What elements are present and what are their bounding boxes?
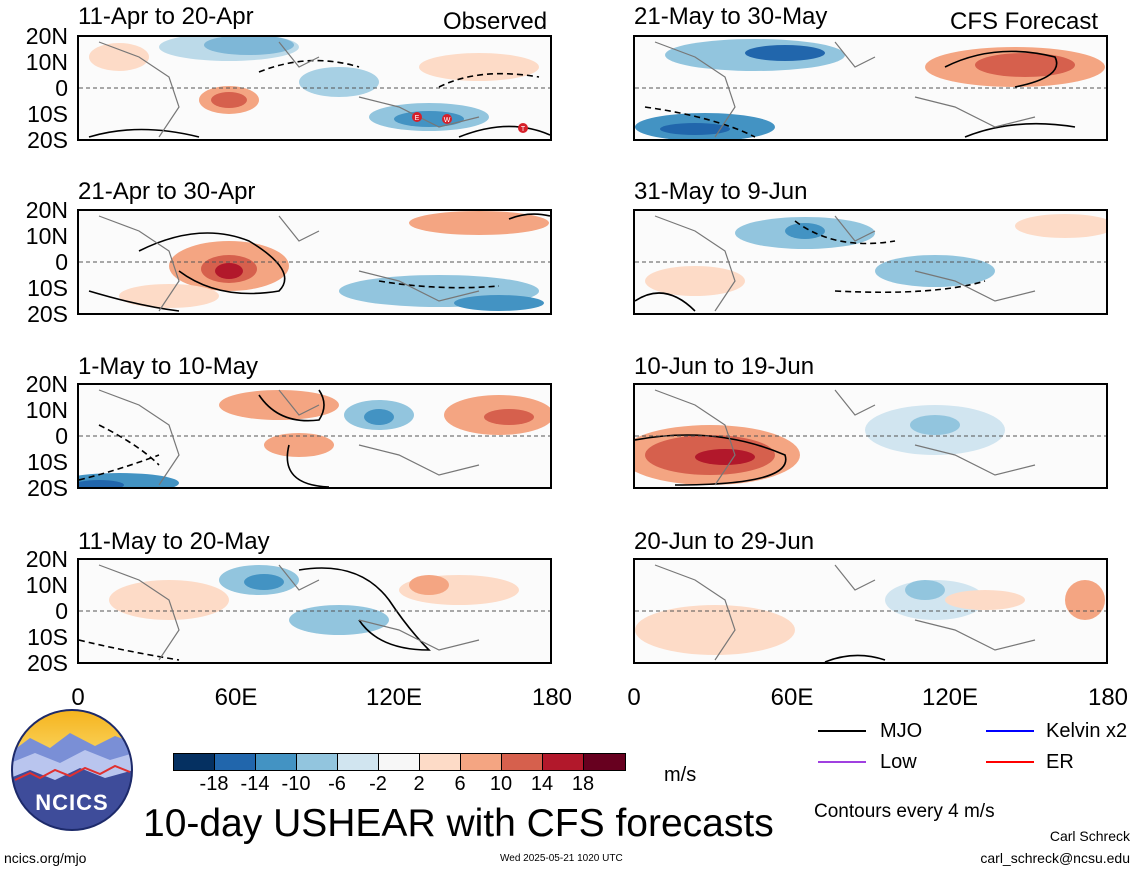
colorbar-unit: m/s xyxy=(664,764,697,786)
coastline xyxy=(98,564,480,661)
y-tick-20n: 20N xyxy=(25,197,68,223)
y-tick-10s: 10S xyxy=(27,101,68,127)
legend-line-low xyxy=(818,761,866,763)
map-panel-forecast-3 xyxy=(633,383,1108,489)
y-tick-10n: 10N xyxy=(25,223,68,249)
colorbar-swatch xyxy=(337,753,379,771)
y-tick-10s: 10S xyxy=(27,275,68,301)
legend-label-er: ER xyxy=(1046,751,1074,773)
storm-marker-w: W xyxy=(442,114,452,124)
y-tick-0: 0 xyxy=(55,249,68,275)
map-panel-forecast-1 xyxy=(633,35,1108,141)
panel-title-8: 20-Jun to 29-Jun xyxy=(634,528,815,555)
colorbar-label: -18 xyxy=(199,773,229,795)
y-tick-10n: 10N xyxy=(25,572,68,598)
panel-title-1: 11-Apr to 20-Apr xyxy=(78,3,254,30)
footer-timestamp: Wed 2025-05-21 1020 UTC xyxy=(500,853,623,864)
colorbar-swatch xyxy=(173,753,215,771)
colorbar-swatch xyxy=(460,753,502,771)
y-tick-10s: 10S xyxy=(27,449,68,475)
y-tick-20s: 20S xyxy=(27,301,68,327)
panel-title-4: 11-May to 20-May xyxy=(78,528,270,555)
y-tick-20s: 20S xyxy=(27,475,68,501)
coastline xyxy=(654,41,1036,138)
colorbar-label: 6 xyxy=(454,773,466,795)
y-tick-20s: 20S xyxy=(27,650,68,676)
colorbar-label: 2 xyxy=(413,773,425,795)
coastline xyxy=(654,389,1036,486)
x-tick-120e-left: 120E xyxy=(365,684,423,711)
contour-note: Contours every 4 m/s xyxy=(814,801,995,822)
legend-label-mjo: MJO xyxy=(880,720,923,742)
ncics-logo: NCICS xyxy=(10,708,134,832)
x-tick-60e-left: 60E xyxy=(214,684,258,711)
panel-title-5: 21-May to 30-May xyxy=(634,3,828,30)
map-panel-observed-1: E W T xyxy=(77,35,552,141)
colorbar-label: -2 xyxy=(369,773,387,795)
x-tick-120e-right: 120E xyxy=(921,684,979,711)
map-panel-forecast-4 xyxy=(633,558,1108,664)
colorbar-label: -10 xyxy=(281,773,311,795)
y-tick-10n: 10N xyxy=(25,397,68,423)
map-panel-observed-2 xyxy=(77,209,552,315)
y-tick-20s: 20S xyxy=(27,127,68,153)
coastline xyxy=(654,564,1036,661)
footer-url: ncics.org/mjo xyxy=(4,850,87,866)
panel-title-2: 21-Apr to 30-Apr xyxy=(78,178,256,205)
footer-author: Carl Schreck xyxy=(1049,828,1130,844)
y-tick-0: 0 xyxy=(55,75,68,101)
colorbar-swatch xyxy=(296,753,338,771)
colorbar-label: 18 xyxy=(571,773,595,795)
observed-label: Observed xyxy=(443,8,548,35)
colorbar-swatch xyxy=(378,753,420,771)
storm-marker-t: T xyxy=(518,123,528,133)
panel-title-7: 10-Jun to 19-Jun xyxy=(634,353,815,380)
colorbar-label: 14 xyxy=(530,773,554,795)
colorbar-label: -14 xyxy=(240,773,270,795)
x-tick-180-right: 180 xyxy=(1087,684,1129,711)
x-tick-180-left: 180 xyxy=(531,684,573,711)
legend-label-low: Low xyxy=(880,751,917,773)
legend-line-er xyxy=(986,761,1034,763)
map-panel-observed-3 xyxy=(77,383,552,489)
map-panel-forecast-2 xyxy=(633,209,1108,315)
y-tick-20n: 20N xyxy=(25,371,68,397)
svg-text:W: W xyxy=(444,117,451,124)
legend-line-mjo xyxy=(818,730,866,732)
panel-title-6: 31-May to 9-Jun xyxy=(634,178,808,205)
panel-title-3: 1-May to 10-May xyxy=(78,353,259,380)
cfs-forecast-label: CFS Forecast xyxy=(950,8,1099,35)
x-tick-0-right: 0 xyxy=(627,684,641,711)
legend-line-kelvin xyxy=(986,730,1034,732)
colorbar-swatch xyxy=(419,753,461,771)
logo-text: NCICS xyxy=(35,790,109,815)
x-tick-60e-right: 60E xyxy=(770,684,814,711)
y-tick-0: 0 xyxy=(55,423,68,449)
main-title: 10-day USHEAR with CFS forecasts xyxy=(143,802,774,845)
colorbar-label: 10 xyxy=(489,773,513,795)
coastline xyxy=(98,389,480,486)
y-tick-10n: 10N xyxy=(25,49,68,75)
colorbar-swatch xyxy=(501,753,543,771)
colorbar-swatch xyxy=(542,753,584,771)
coastline xyxy=(98,215,480,312)
y-tick-0: 0 xyxy=(55,598,68,624)
coastline xyxy=(654,215,1036,312)
colorbar-label: -6 xyxy=(328,773,346,795)
map-panel-observed-4 xyxy=(77,558,552,664)
y-tick-20n: 20N xyxy=(25,546,68,572)
svg-text:E: E xyxy=(415,115,420,122)
legend-label-kelvin: Kelvin x2 xyxy=(1046,720,1128,742)
storm-marker-e: E xyxy=(412,112,422,122)
svg-text:T: T xyxy=(521,126,526,133)
y-tick-10s: 10S xyxy=(27,624,68,650)
colorbar-swatch xyxy=(583,753,626,771)
colorbar-swatch xyxy=(255,753,297,771)
y-tick-20n: 20N xyxy=(25,23,68,49)
x-tick-0-left: 0 xyxy=(71,684,85,711)
colorbar-swatch xyxy=(214,753,256,771)
footer-email: carl_schreck@ncsu.edu xyxy=(980,850,1130,866)
